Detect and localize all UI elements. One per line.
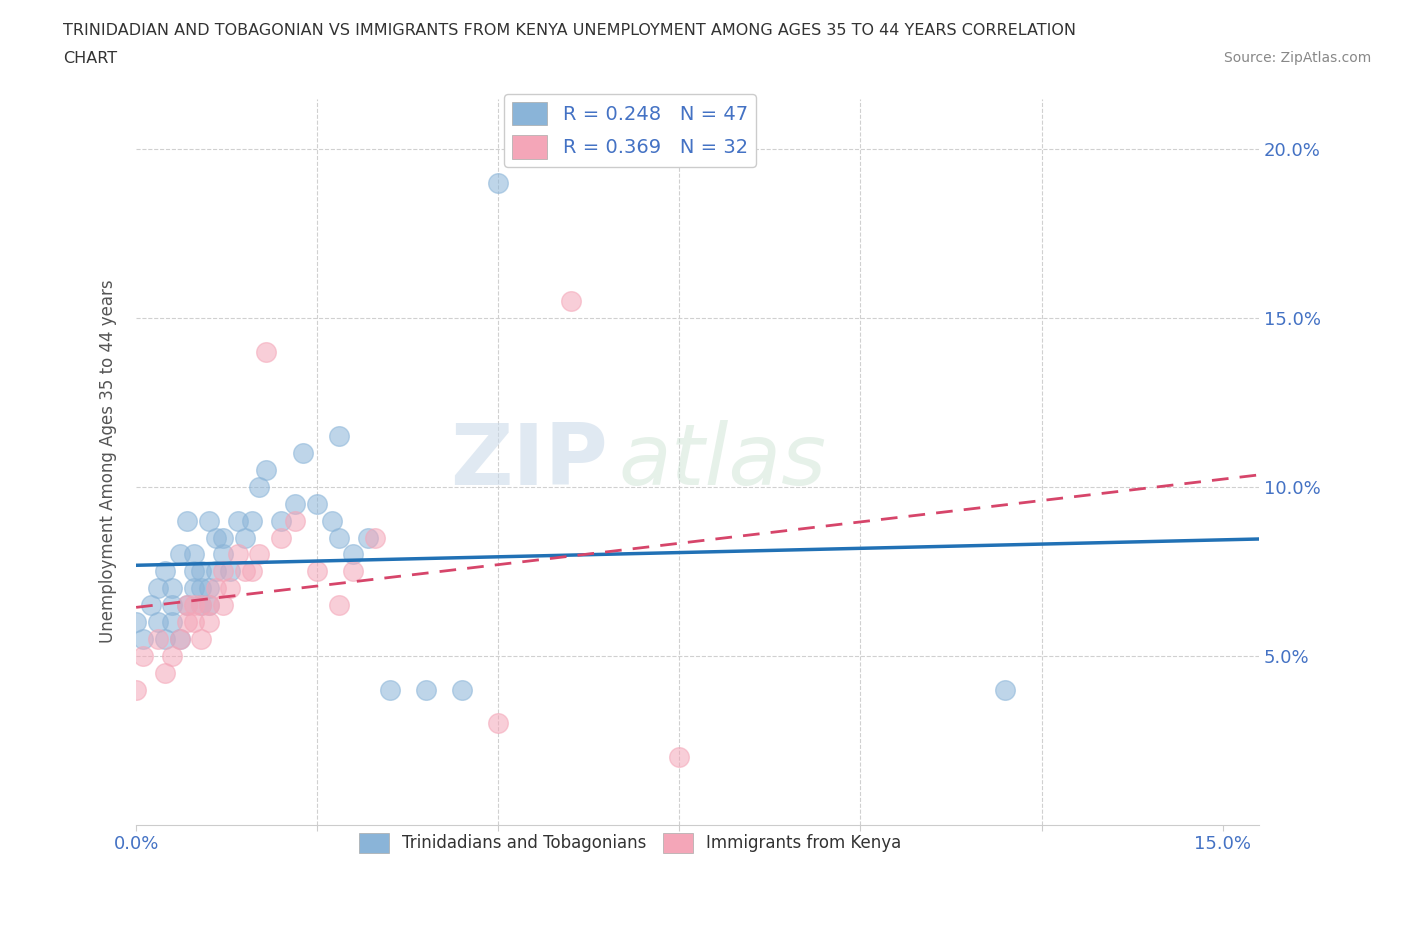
Point [190, 564, 212, 578]
Point [190, 598, 212, 613]
Point [162, 615, 184, 630]
Point [197, 598, 219, 613]
Point [183, 581, 205, 596]
Point [169, 547, 191, 562]
Point [204, 530, 226, 545]
Point [212, 598, 235, 613]
Point [321, 513, 343, 528]
Y-axis label: Unemployment Among Ages 35 to 44 years: Unemployment Among Ages 35 to 44 years [100, 280, 117, 644]
Point [176, 598, 198, 613]
Point [233, 530, 256, 545]
Point [233, 564, 256, 578]
Point [668, 750, 690, 764]
Point [153, 631, 176, 646]
Point [197, 615, 219, 630]
Point [125, 615, 148, 630]
Point [256, 462, 278, 477]
Point [204, 581, 226, 596]
Point [212, 530, 235, 545]
Point [226, 513, 249, 528]
Point [169, 631, 191, 646]
Point [176, 615, 198, 630]
Point [307, 564, 329, 578]
Point [328, 530, 350, 545]
Text: Source: ZipAtlas.com: Source: ZipAtlas.com [1223, 51, 1371, 65]
Point [169, 631, 191, 646]
Point [183, 547, 205, 562]
Point [357, 530, 380, 545]
Point [256, 344, 278, 359]
Point [451, 682, 474, 697]
Point [197, 581, 219, 596]
Text: CHART: CHART [63, 51, 117, 66]
Point [139, 598, 162, 613]
Point [212, 564, 235, 578]
Point [162, 581, 184, 596]
Point [219, 581, 242, 596]
Point [291, 445, 314, 460]
Point [146, 615, 169, 630]
Point [162, 598, 184, 613]
Point [190, 631, 212, 646]
Point [162, 648, 184, 663]
Point [307, 497, 329, 512]
Point [146, 631, 169, 646]
Point [240, 564, 263, 578]
Point [190, 598, 212, 613]
Text: ZIP: ZIP [450, 420, 607, 503]
Point [197, 513, 219, 528]
Text: TRINIDADIAN AND TOBAGONIAN VS IMMIGRANTS FROM KENYA UNEMPLOYMENT AMONG AGES 35 T: TRINIDADIAN AND TOBAGONIAN VS IMMIGRANTS… [63, 23, 1076, 38]
Point [132, 648, 155, 663]
Point [270, 530, 292, 545]
Point [328, 429, 350, 444]
Point [176, 598, 198, 613]
Point [284, 497, 307, 512]
Point [226, 547, 249, 562]
Point [270, 513, 292, 528]
Point [486, 716, 509, 731]
Point [197, 598, 219, 613]
Point [183, 615, 205, 630]
Point [176, 513, 198, 528]
Point [183, 598, 205, 613]
Point [132, 631, 155, 646]
Point [146, 581, 169, 596]
Point [190, 581, 212, 596]
Point [212, 547, 235, 562]
Point [560, 294, 582, 309]
Point [378, 682, 401, 697]
Point [153, 665, 176, 680]
Point [125, 682, 148, 697]
Text: atlas: atlas [619, 420, 827, 503]
Legend: Trinidadians and Tobagonians, Immigrants from Kenya: Trinidadians and Tobagonians, Immigrants… [352, 826, 908, 860]
Point [153, 564, 176, 578]
Point [204, 564, 226, 578]
Point [219, 564, 242, 578]
Point [247, 547, 270, 562]
Point [342, 547, 364, 562]
Point [284, 513, 307, 528]
Point [486, 176, 509, 191]
Point [364, 530, 387, 545]
Point [328, 598, 350, 613]
Point [240, 513, 263, 528]
Point [415, 682, 437, 697]
Point [247, 480, 270, 495]
Point [183, 564, 205, 578]
Point [994, 682, 1017, 697]
Point [342, 564, 364, 578]
